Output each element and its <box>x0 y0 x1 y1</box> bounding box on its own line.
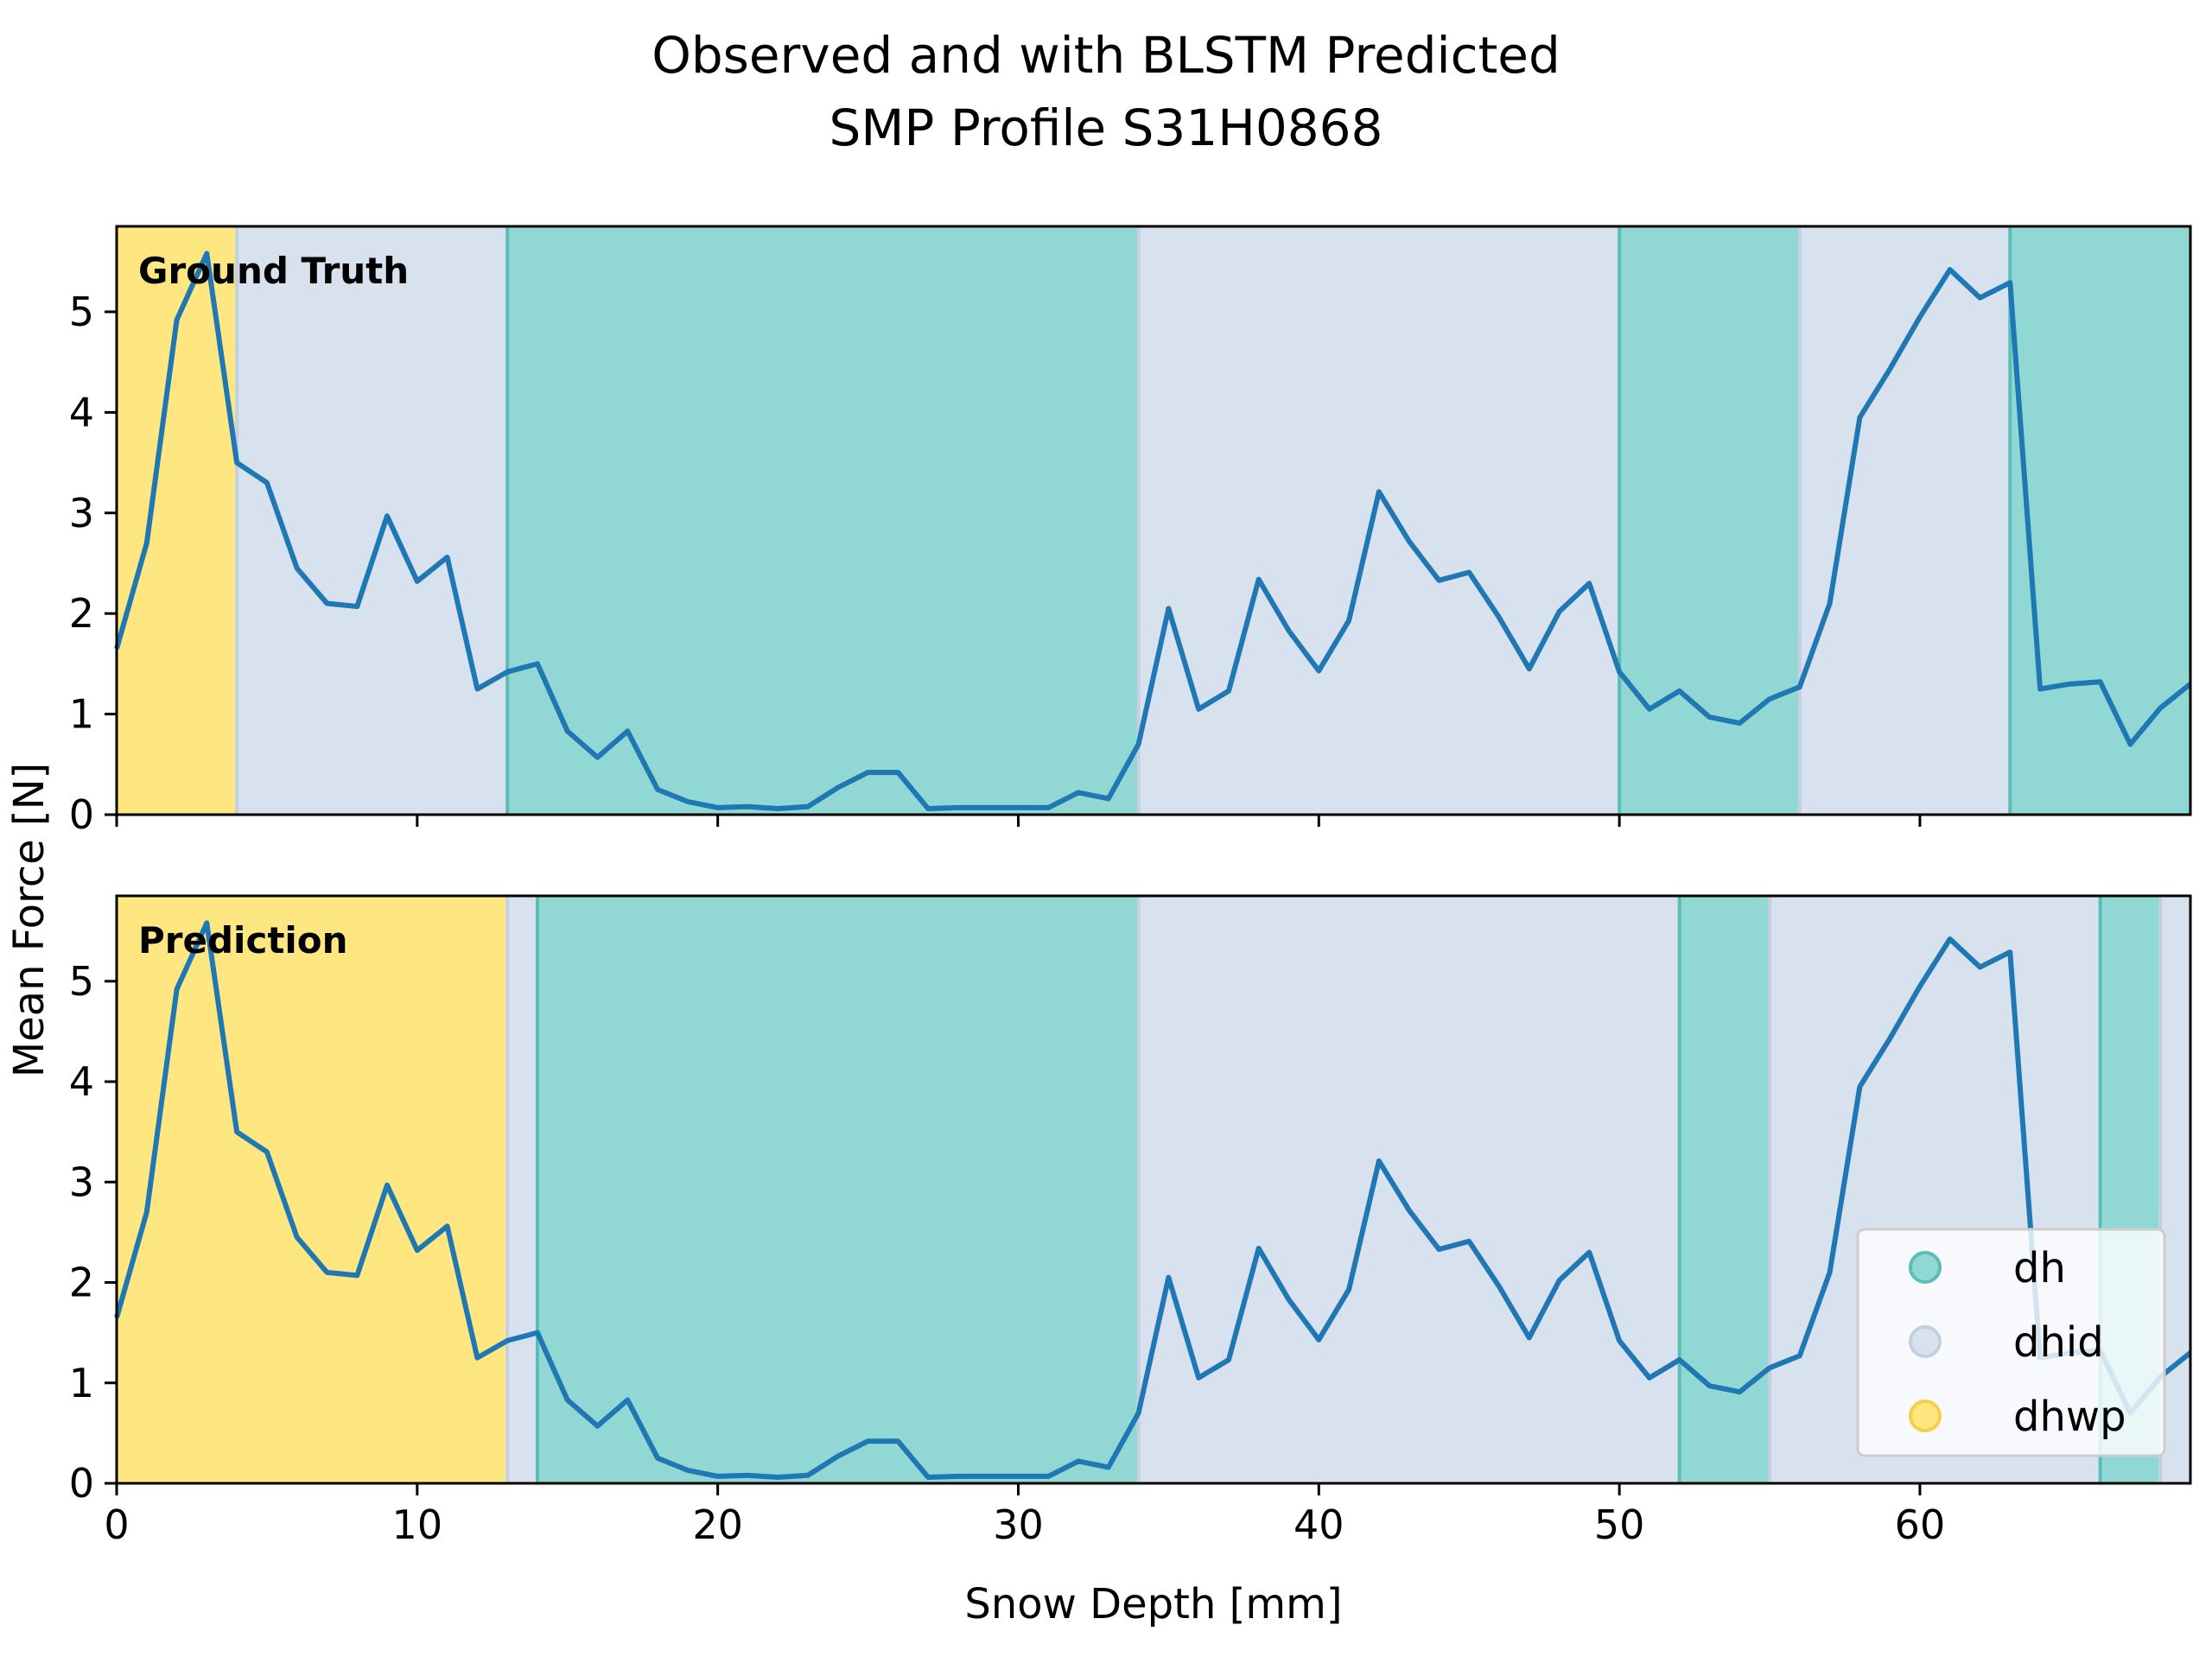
y-tick-label: 1 <box>69 1360 94 1406</box>
y-tick-label: 4 <box>69 1058 94 1105</box>
y-tick-label: 4 <box>69 389 94 435</box>
panel-1-force-line <box>114 251 2192 811</box>
panel-1-frame <box>115 225 2192 816</box>
y-tick-label: 0 <box>69 791 94 838</box>
panel-2-segment-dh <box>537 896 1139 1483</box>
y-tick-label: 2 <box>69 1260 94 1306</box>
panel-1-segment-dhid <box>1138 226 1620 815</box>
y-tick-label: 2 <box>69 590 94 637</box>
x-tick-label: 0 <box>104 1501 129 1548</box>
panel-1-segment-dh <box>1619 226 1800 815</box>
x-tick-label: 50 <box>1594 1501 1645 1548</box>
x-tick-label: 10 <box>392 1501 443 1548</box>
panel-1-segment-dhid <box>1799 226 2011 815</box>
panel-2-label: Prediction <box>138 919 348 962</box>
y-axis-label: Mean Force [N] <box>5 763 54 1078</box>
panel-1-label: Ground Truth <box>138 250 409 292</box>
legend-marker-dhid <box>1909 1325 1942 1358</box>
chart-title-line1: Observed and with BLSTM Predicted <box>652 26 1560 85</box>
panel-2-segment-dhid <box>1138 896 1680 1483</box>
x-axis-label: Snow Depth [mm] <box>964 1580 1342 1628</box>
legend-entry-dhwp: dhwp <box>2013 1393 2126 1441</box>
legend-entry-dhid: dhid <box>2013 1318 2104 1367</box>
panel-2-frame <box>115 894 2192 1485</box>
x-tick-label: 40 <box>1294 1501 1344 1548</box>
legend-entry-dh: dh <box>2013 1244 2066 1292</box>
legend-marker-dh <box>1909 1251 1942 1284</box>
panel-1: 0 1 2 3 4 5 Ground Truth <box>69 225 2192 838</box>
y-tick-label: 3 <box>69 490 94 536</box>
legend: dh dhid dhwp <box>1856 1228 2166 1457</box>
y-tick-label: 3 <box>69 1158 94 1205</box>
y-tick-label: 0 <box>69 1460 94 1507</box>
y-tick-label: 1 <box>69 691 94 738</box>
panel-2-force-line <box>114 920 2192 1480</box>
y-tick-label: 5 <box>69 958 94 1005</box>
panel-2-segment-dhid <box>507 896 537 1483</box>
panel-2-segment-dh <box>1679 896 1770 1483</box>
y-tick-label: 5 <box>69 289 94 335</box>
panel-1-segment-dh <box>507 226 1139 815</box>
legend-marker-dhwp <box>1909 1400 1942 1432</box>
x-tick-label: 30 <box>993 1501 1044 1548</box>
legend-box <box>1856 1228 2166 1457</box>
x-tick-label: 60 <box>1895 1501 1946 1548</box>
chart-title-line2: SMP Profile S31H0868 <box>830 98 1383 157</box>
panel-2-segment-dhwp <box>117 896 508 1483</box>
x-tick-label: 20 <box>692 1501 743 1548</box>
panel-1-segment-dh <box>2010 226 2190 815</box>
